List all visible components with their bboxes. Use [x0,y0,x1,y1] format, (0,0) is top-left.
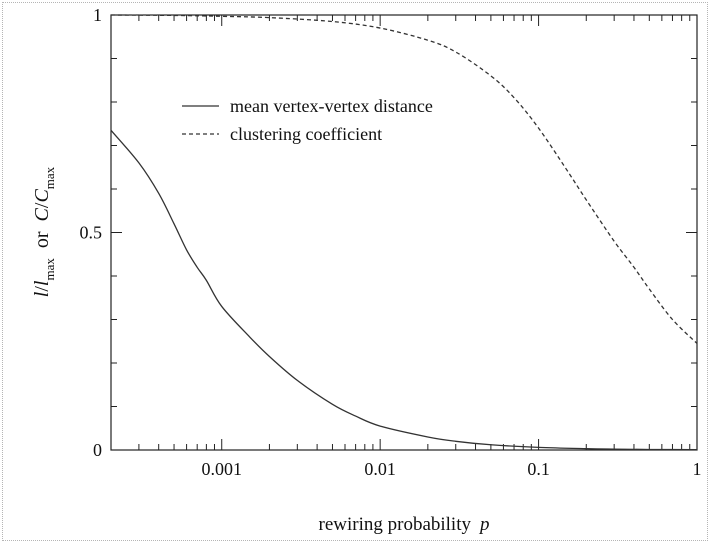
y-tick-label: 1 [93,5,102,25]
legend: mean vertex-vertex distance clustering c… [182,96,433,144]
x-axis-label-var: p [478,514,490,535]
series-line-clustering [110,14,698,344]
y-tick-label: 0.5 [80,223,103,243]
x-tick-label: 0.01 [364,459,396,479]
x-tick-label: 1 [693,459,702,479]
y-label-slash-2: / [31,202,53,208]
tick-marks [110,14,698,451]
y-axis-label: l/lmaxorC/Cmax [31,166,57,297]
legend-label-distance: mean vertex-vertex distance [230,96,433,116]
x-axis-label-text: rewiring probability [319,514,472,535]
y-label-l: l [31,291,53,297]
series-line-mean-distance [110,129,698,451]
x-tick-label: 0.1 [527,459,550,479]
plot-area [110,14,698,451]
y-label-l-den: l [31,280,53,286]
y-label-or: or [31,231,53,248]
y-label-slash-1: / [31,286,53,292]
legend-label-clustering: clustering coefficient [230,124,382,144]
y-label-c-den: C [31,189,53,203]
y-tick-label: 0 [93,440,102,460]
series-group [110,14,698,451]
y-label-l-sub: max [42,258,57,281]
x-axis-label: rewiring probability p [319,514,490,535]
y-label-c: C [31,207,53,221]
y-label-c-sub: max [42,166,57,189]
x-tick-label: 0.001 [201,459,242,479]
y-axis-label-text: l/lmaxorC/Cmax [31,166,57,297]
tick-labels: 0.001 0.01 0.1 1 0 0.5 1 [80,5,702,479]
